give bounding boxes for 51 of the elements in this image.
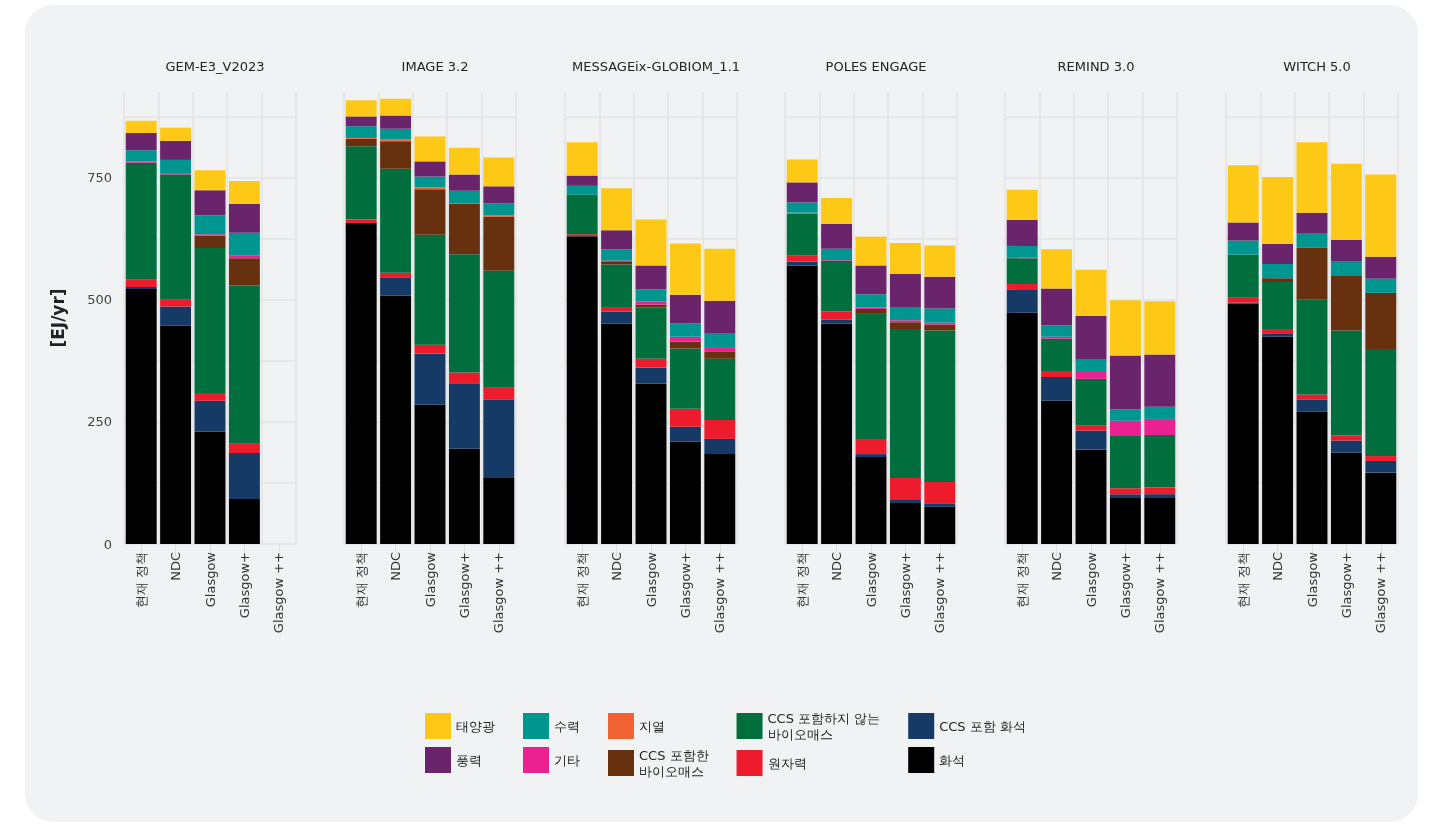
y-tick-label: 500 bbox=[87, 292, 112, 308]
x-tick-label: Glasgow bbox=[643, 551, 659, 608]
x-tick-label: NDC bbox=[168, 552, 184, 581]
x-tick-label: 현재 정책 bbox=[133, 552, 149, 609]
y-tick-label: 750 bbox=[87, 170, 112, 186]
legend-label: 원자력 bbox=[767, 755, 807, 771]
x-tick-label: 현재 정책 bbox=[354, 552, 369, 609]
x-tick-label: 현재 정책 bbox=[1014, 552, 1030, 609]
chart-title: WITCH 5.0 bbox=[1282, 59, 1351, 74]
legend-label: CCS 포함하지 않는 바이오매스 bbox=[767, 710, 881, 742]
y-tick-label: 0 bbox=[103, 536, 112, 552]
x-tick-label: NDC bbox=[1269, 552, 1285, 581]
x-tick-label: Glasgow ++ bbox=[1152, 552, 1168, 634]
x-tick-label: NDC bbox=[388, 552, 404, 581]
x-tick-label: Glasgow ++ bbox=[711, 552, 727, 634]
legend-label: 기타 bbox=[554, 752, 580, 768]
x-tick-label: Glasgow bbox=[1083, 551, 1099, 608]
x-tick-label: Glasgow bbox=[863, 551, 879, 608]
legend-label: 수력 bbox=[554, 718, 580, 734]
x-tick-label: Glasgow+ bbox=[897, 552, 913, 619]
x-tick-label: Glasgow ++ bbox=[1372, 552, 1388, 634]
chart-title: IMAGE 3.2 bbox=[401, 59, 469, 74]
x-tick-label: 현재 정책 bbox=[1235, 552, 1251, 609]
x-tick-label: Glasgow ++ bbox=[271, 552, 287, 634]
legend-label: 풍력 bbox=[456, 752, 482, 768]
legend-label: CCS 포함 화석 bbox=[939, 718, 1026, 734]
x-tick-label: Glasgow+ bbox=[1338, 552, 1354, 619]
x-tick-label: 현재 정책 bbox=[794, 552, 810, 609]
x-tick-label: NDC bbox=[608, 552, 624, 581]
chart-title: GEM-E3_V2023 bbox=[165, 59, 265, 74]
legend-label: CCS 포함한 바이오매스 bbox=[639, 747, 709, 779]
x-tick-label: Glasgow bbox=[202, 551, 218, 608]
x-tick-label: NDC bbox=[1049, 552, 1065, 581]
chart-title: POLES ENGAGE bbox=[825, 59, 927, 74]
x-tick-label: Glasgow+ bbox=[457, 552, 473, 619]
x-tick-label: Glasgow bbox=[422, 551, 438, 608]
y-tick-label: 250 bbox=[87, 414, 112, 430]
chart-title: REMIND 3.0 bbox=[1057, 59, 1135, 74]
x-tick-label: Glasgow+ bbox=[1118, 552, 1134, 619]
legend-label: 지열 bbox=[639, 718, 665, 734]
x-tick-label: Glasgow ++ bbox=[491, 552, 507, 634]
legend-label: 화석 bbox=[939, 752, 966, 768]
x-tick-label: Glasgow bbox=[1304, 551, 1319, 608]
chart-title: MESSAGEix-GLOBIOM_1.1 bbox=[571, 59, 740, 74]
x-tick-label: Glasgow+ bbox=[236, 552, 252, 619]
legend-label: 태양광 bbox=[456, 718, 495, 734]
x-tick-label: Glasgow ++ bbox=[932, 552, 948, 634]
x-tick-label: 현재 정책 bbox=[574, 552, 590, 609]
x-tick-label: NDC bbox=[828, 552, 844, 581]
x-tick-label: Glasgow+ bbox=[677, 552, 693, 619]
y-axis-title: [EJ/yr] bbox=[47, 288, 68, 348]
